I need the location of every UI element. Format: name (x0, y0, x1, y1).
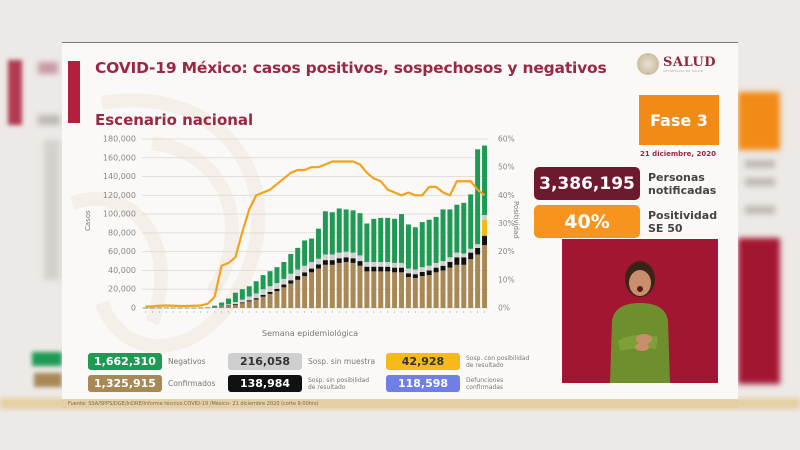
legend-label: Sosp. sin muestra (308, 356, 376, 366)
svg-text:30%: 30% (498, 219, 515, 228)
svg-text:0: 0 (131, 304, 136, 313)
legend-defunciones: 118,598 Defunciones confirmadas (386, 375, 526, 392)
svg-text:10%: 10% (498, 275, 515, 284)
stat-positivity-label: Positividad SE 50 (648, 208, 718, 235)
legend-value-box: 216,058 (228, 353, 302, 370)
phase-badge: Fase 3 (639, 95, 719, 145)
svg-text:40%: 40% (498, 191, 515, 200)
slide-title: COVID-19 México: casos positivos, sospec… (95, 59, 607, 77)
legend-value-box: 1,325,915 (88, 375, 162, 392)
svg-text:140,000: 140,000 (103, 172, 136, 181)
svg-text:20%: 20% (498, 247, 515, 256)
legend-sosp-con-posibilidad: 42,928 Sosp. con posibilidad de resultad… (386, 353, 536, 370)
report-date: 21 diciembre, 2020 (640, 150, 716, 158)
salud-logo: SALUD SECRETARÍA DE SALUD (637, 53, 716, 75)
svg-text:60%: 60% (498, 135, 515, 144)
accent-bar (68, 61, 80, 123)
logo-name: SALUD (663, 54, 717, 70)
legend-confirmados: 1,325,915 Confirmados (88, 375, 215, 392)
source-footer: Fuente: SSA/SPPS/DGE/InDRE/Informe técni… (62, 399, 738, 408)
stat-notified-persons: 3,386,195 Personas notificadas (534, 167, 716, 200)
svg-text:20,000: 20,000 (108, 285, 136, 294)
x-axis-label: Semana epidemiológica (262, 329, 359, 338)
legend-value-box: 42,928 (386, 353, 460, 370)
national-seal-icon (637, 53, 659, 75)
legend-value-box: 138,984 (228, 375, 302, 392)
legend-negativos: 1,662,310 Negativos (88, 353, 206, 370)
svg-text:100,000: 100,000 (103, 210, 136, 219)
legend-sosp-sin-muestra: 216,058 Sosp. sin muestra (228, 353, 375, 370)
watermark-emblem (69, 93, 266, 353)
y2-axis-label: Positividad (512, 201, 520, 239)
svg-text:120,000: 120,000 (103, 191, 136, 200)
legend-label: Negativos (168, 356, 206, 366)
svg-text:160,000: 160,000 (103, 153, 136, 162)
stacked-bar-chart: 0 20,000 40,000 60,000 80,000 100,000 120,000 1… (103, 135, 515, 313)
svg-text:60,000: 60,000 (108, 247, 136, 256)
stat-positivity-value: 40% (534, 205, 640, 238)
sign-language-interpreter-video (562, 239, 718, 383)
svg-text:80,000: 80,000 (108, 228, 136, 237)
svg-text:0%: 0% (498, 304, 510, 313)
svg-text:180,000: 180,000 (103, 135, 136, 144)
svg-text:50%: 50% (498, 163, 515, 172)
legend-sosp-sin-posibilidad: 138,984 Sosp. sin posibilidad de resulta… (228, 375, 378, 392)
stat-positivity: 40% Positividad SE 50 (534, 205, 717, 238)
svg-text:40,000: 40,000 (108, 266, 136, 275)
presentation-slide: COVID-19 México: casos positivos, sospec… (62, 42, 738, 408)
legend-label: Sosp. con posibilidad de resultado (466, 354, 530, 369)
legend-label: Confirmados (168, 378, 216, 388)
stat-notified-value: 3,386,195 (534, 167, 640, 200)
y-axis-label: Casos (84, 210, 92, 231)
interpreter-figure (610, 261, 670, 383)
legend-value-box: 118,598 (386, 375, 460, 392)
logo-tagline: SECRETARÍA DE SALUD (663, 68, 704, 73)
stat-notified-label: Personas notificadas (648, 170, 717, 197)
slide-subtitle: Escenario nacional (95, 111, 254, 129)
legend-label: Defunciones confirmadas (466, 376, 504, 391)
legend-value-box: 1,662,310 (88, 353, 162, 370)
legend-label: Sosp. sin posibilidad de resultado (308, 376, 370, 391)
